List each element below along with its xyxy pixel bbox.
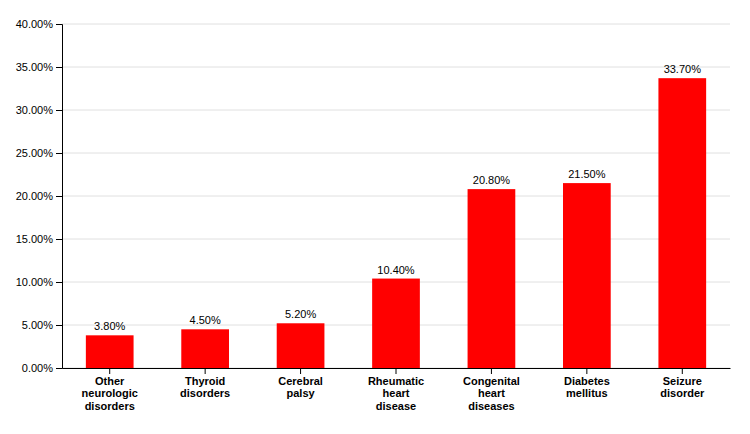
data-label: 10.40% [377,264,415,276]
tick: Seizuredisorder [660,368,705,399]
tick: Rheumaticheartdisease [368,368,424,412]
tick-mark [300,368,301,374]
tick-mark [56,282,62,283]
bar [468,189,516,368]
bar [372,279,420,368]
tick: Congenitalheartdiseases [463,368,520,412]
tick-label: 30.00% [16,104,54,116]
tick-mark [682,368,683,374]
tick-label: Diabetesmellitus [564,375,610,400]
tick: 0.00% [22,362,62,374]
grid-line [62,196,730,197]
data-label: 5.20% [285,308,316,320]
tick-mark [56,153,62,154]
tick-mark [109,368,110,374]
tick-mark [56,325,62,326]
bars [86,78,706,368]
tick-label: Thyroiddisorders [180,375,230,400]
grid-line [62,153,730,154]
data-label: 33.70% [664,63,702,75]
bar [563,183,611,368]
grid-line [62,67,730,68]
data-label: 4.50% [190,314,221,326]
tick-mark [396,368,397,374]
tick: Thyroiddisorders [180,368,230,399]
axis-line [56,25,63,369]
tick-mark [56,239,62,240]
tick-label: 25.00% [16,147,54,159]
tick-label: 5.00% [22,319,53,331]
tick: Diabetesmellitus [564,368,610,399]
bar [658,78,706,368]
tick-label: Rheumaticheartdisease [368,375,424,412]
y-axis: 0.00% 5.00% 10.00% 15.00% 20.00% 25.00% 30.00%… [16,18,63,374]
tick-mark [491,368,492,374]
tick: 20.00% [16,190,62,202]
tick-label: Seizuredisorder [660,375,705,400]
tick: Cerebralpalsy [278,368,323,399]
data-label: 20.80% [473,174,511,186]
tick: Otherneurologicdisorders [82,368,138,412]
tick: 5.00% [22,319,62,331]
tick-mark [205,368,206,374]
tick: 40.00% [16,18,62,30]
bar [86,335,134,368]
tick: 30.00% [16,104,62,116]
tick-label: 20.00% [16,190,54,202]
x-axis: Otherneurologicdisorders Thyroiddisorders… [63,368,731,412]
tick-mark [56,196,62,197]
tick-mark [56,67,62,68]
plot: 0.00% 5.00% 10.00% 15.00% 20.00% 25.00% 30.00%… [16,18,731,412]
bar [181,329,229,368]
tick-label: 15.00% [16,233,54,245]
tick: 35.00% [16,61,62,73]
tick-label: Cerebralpalsy [278,375,323,400]
tick: 10.00% [16,276,62,288]
bar [277,323,325,368]
grid [62,24,730,368]
tick-label: Congenitalheartdiseases [463,375,520,412]
tick-mark [56,110,62,111]
tick: 25.00% [16,147,62,159]
chart: 0.00% 5.00% 10.00% 15.00% 20.00% 25.00% 30.00%… [0,0,750,434]
data-label: 21.50% [568,168,606,180]
tick-mark [56,24,62,25]
data-labels: 3.80% 4.50% 5.20% 10.40% 20.80% 21.50% 33.70% [94,63,701,332]
tick: 15.00% [16,233,62,245]
tick-label: 0.00% [22,362,53,374]
tick-label: Otherneurologicdisorders [82,375,138,412]
tick-label: 10.00% [16,276,54,288]
data-label: 3.80% [94,320,125,332]
tick-label: 35.00% [16,61,54,73]
tick-mark [56,368,62,369]
grid-line [62,110,730,111]
grid-line [62,239,730,240]
grid-line [62,24,730,25]
tick-label: 40.00% [16,18,54,30]
tick-mark [586,368,587,374]
